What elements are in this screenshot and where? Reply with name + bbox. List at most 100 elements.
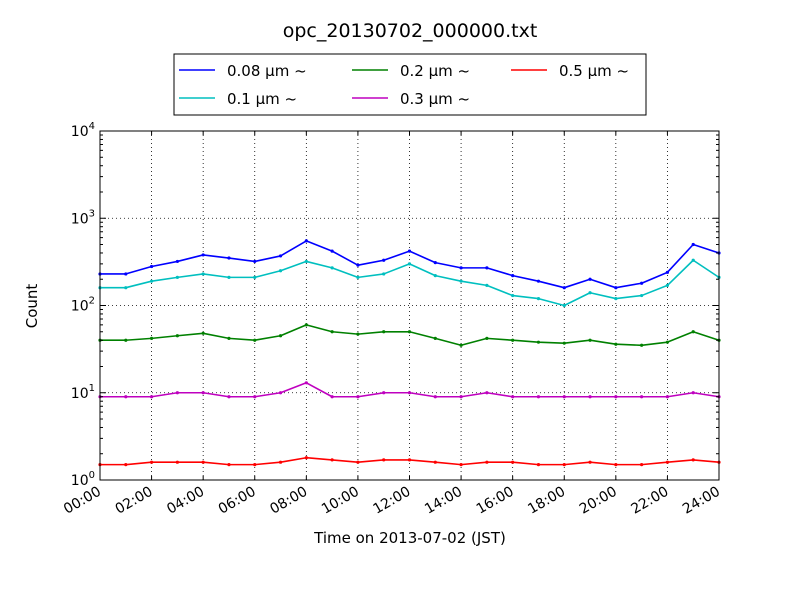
series-point-1	[536, 296, 541, 301]
series-point-3	[407, 391, 412, 395]
series-point-1	[382, 272, 386, 276]
series-point-4	[562, 463, 566, 467]
series-point-2	[278, 334, 283, 338]
series-point-4	[691, 458, 695, 462]
series-point-2	[433, 336, 437, 340]
series-point-4	[227, 463, 231, 467]
series-point-1	[253, 275, 257, 279]
x-tick-label: 20:00	[577, 484, 620, 518]
y-tick-base: 10	[71, 473, 89, 489]
series-point-2	[665, 340, 670, 344]
series-point-0	[124, 272, 128, 276]
series-point-1	[640, 293, 644, 298]
series-point-0	[562, 286, 566, 290]
series-point-1	[227, 275, 231, 279]
x-tick-label: 04:00	[164, 484, 207, 518]
legend-label-3: 0.3 μm ~	[400, 90, 470, 108]
series-point-1	[330, 266, 334, 270]
series-point-4	[175, 460, 179, 464]
x-tick-label: 10:00	[319, 484, 362, 518]
series-point-3	[665, 395, 670, 399]
series-point-2	[536, 340, 541, 344]
series-point-3	[227, 395, 231, 399]
series-point-2	[356, 332, 360, 336]
series-line-3	[100, 382, 720, 398]
series-point-4	[253, 463, 257, 467]
series-point-3	[433, 395, 437, 399]
x-axis-label: Time on 2013-07-02 (JST)	[313, 529, 506, 547]
series-point-3	[562, 395, 566, 399]
series-point-2	[227, 336, 231, 340]
x-tick-label: 22:00	[628, 484, 671, 518]
series-point-3	[330, 395, 334, 399]
series-point-4	[382, 458, 386, 462]
series-point-2	[382, 330, 386, 334]
series-point-0	[511, 274, 515, 278]
x-tick-label: 12:00	[371, 484, 414, 518]
y-tick-label: 103	[71, 208, 95, 227]
series-point-2	[562, 341, 566, 345]
legend-label-4: 0.5 μm ~	[559, 62, 629, 80]
series-point-1	[201, 272, 205, 276]
y-tick-base: 10	[71, 124, 89, 140]
series-point-2	[459, 343, 463, 347]
series-point-4	[124, 463, 128, 467]
series-point-3	[124, 395, 128, 399]
series-point-4	[278, 460, 283, 464]
series-point-3	[304, 381, 308, 385]
series-point-3	[536, 395, 541, 399]
series-point-1	[691, 258, 695, 262]
series-point-3	[149, 395, 154, 399]
series-point-2	[201, 331, 205, 335]
y-tick-exponent: 1	[89, 383, 95, 394]
series-point-3	[459, 395, 463, 399]
series-point-2	[407, 330, 412, 334]
y-tick-base: 10	[71, 299, 89, 315]
series-point-1	[459, 279, 463, 283]
series-point-1	[485, 283, 489, 287]
series-point-0	[459, 266, 463, 270]
y-tick-exponent: 2	[89, 296, 95, 307]
legend-label-0: 0.08 μm ~	[227, 62, 307, 80]
y-tick-label: 104	[71, 121, 95, 140]
series-point-1	[511, 293, 515, 298]
y-tick-base: 10	[71, 211, 89, 227]
y-tick-label: 102	[71, 296, 95, 315]
series-point-3	[691, 391, 695, 395]
y-tick-exponent: 0	[89, 470, 95, 481]
legend-label-2: 0.2 μm ~	[400, 62, 470, 80]
series-point-0	[614, 286, 618, 290]
series-point-2	[149, 336, 154, 340]
series-point-1	[175, 275, 179, 279]
series-point-4	[614, 463, 618, 467]
y-tick-label: 101	[71, 383, 95, 402]
series-point-4	[201, 460, 205, 464]
series-point-3	[588, 395, 592, 399]
series-point-3	[640, 395, 644, 399]
series-point-3	[511, 395, 515, 399]
series-point-0	[356, 263, 360, 267]
series-point-4	[536, 463, 541, 467]
y-tick-exponent: 3	[89, 208, 95, 219]
series-point-2	[485, 336, 489, 340]
series-point-2	[640, 343, 644, 347]
x-tick-label: 02:00	[113, 484, 156, 518]
series-point-0	[278, 254, 283, 258]
series-point-2	[124, 338, 128, 342]
series-point-1	[304, 259, 308, 264]
series-point-2	[175, 334, 179, 338]
x-tick-label: 14:00	[422, 484, 465, 518]
y-tick-base: 10	[71, 386, 89, 402]
series-point-4	[459, 463, 463, 467]
series-point-0	[227, 256, 231, 260]
series-point-0	[485, 266, 489, 270]
series-point-1	[588, 291, 592, 295]
series-point-2	[614, 342, 618, 346]
series-point-3	[614, 395, 618, 399]
x-tick-label: 16:00	[474, 484, 517, 518]
series-point-4	[588, 460, 592, 464]
series-point-4	[640, 463, 644, 467]
series-point-4	[407, 458, 412, 462]
series-point-2	[304, 323, 308, 327]
